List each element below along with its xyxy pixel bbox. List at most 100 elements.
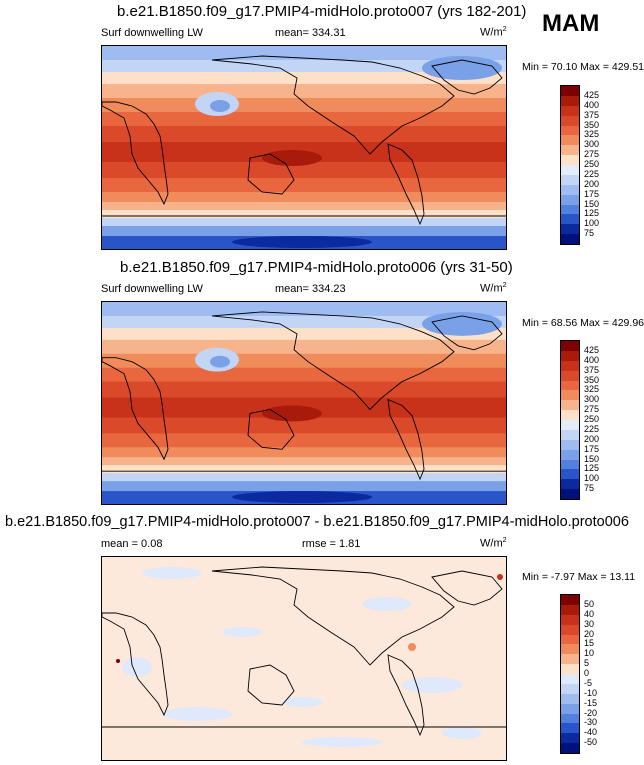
colorbar-swatch: [561, 370, 579, 381]
panel1-units: W/m2: [480, 26, 507, 39]
diff-negative-patch: [442, 727, 482, 739]
coastline: [211, 55, 455, 155]
colorbar-tick-label: -10: [584, 687, 598, 698]
colorbar-tick-label: 350: [584, 119, 600, 130]
panel1-minmax: Min = 70.10 Max = 429.51: [522, 61, 644, 73]
colorbar-tick-label: 350: [584, 374, 600, 385]
colorbar-tick-label: 300: [584, 394, 600, 405]
field-band: [102, 433, 506, 449]
panel3-mean: mean = 0.08: [101, 538, 163, 550]
panel1-map: [101, 45, 507, 250]
colorbar-swatch: [561, 86, 579, 96]
colorbar-tick-label: -30: [584, 717, 598, 728]
colorbar-tick-label: 20: [584, 628, 595, 639]
diff-negative-patch: [362, 597, 412, 611]
coastline: [102, 612, 169, 717]
colorbar-swatch: [561, 165, 579, 175]
field-band: [102, 339, 506, 355]
colorbar-tick-label: 5: [584, 658, 590, 669]
field-band: [102, 302, 506, 317]
field-band: [102, 367, 506, 383]
colorbar-tick-label: 150: [584, 198, 600, 209]
panel3-minmax: Min = -7.97 Max = 13.11: [522, 571, 636, 583]
field-band: [102, 126, 506, 143]
coastline: [247, 408, 295, 450]
colorbar-swatch: [561, 204, 579, 215]
colorbar-swatch: [561, 341, 579, 351]
colorbar-swatch: [561, 400, 579, 411]
field-band: [102, 353, 506, 369]
season-label: MAM: [542, 10, 600, 37]
antarctic-cold: [232, 491, 372, 504]
colorbar-swatch: [561, 595, 579, 605]
diff-background: [102, 557, 506, 760]
colorbar-swatch: [561, 743, 579, 753]
coastline: [431, 315, 503, 351]
antarctic-cold: [232, 236, 372, 248]
field-band: [102, 72, 506, 85]
colorbar-swatch: [561, 115, 579, 126]
colorbar-swatch: [561, 674, 579, 684]
colorbar-swatch: [561, 713, 579, 724]
colorbar-tick-label: -5: [584, 677, 593, 688]
field-band: [102, 46, 506, 61]
field-band: [102, 417, 506, 435]
colorbar-swatch: [561, 145, 579, 156]
field-band: [102, 226, 506, 237]
diff-negative-patch: [282, 697, 322, 707]
colorbar-tick-label: 15: [584, 638, 595, 649]
panel1-colorbar: [560, 85, 580, 245]
colorbar-tick-label: 200: [584, 433, 600, 444]
colorbar-swatch: [561, 125, 579, 136]
colorbar-swatch: [561, 614, 579, 625]
colorbar-tick-label: 0: [584, 668, 590, 678]
field-band: [102, 381, 506, 399]
colorbar-swatch: [561, 380, 579, 391]
field-band: [102, 218, 506, 227]
colorbar-swatch: [561, 155, 579, 165]
colorbar-swatch: [561, 135, 579, 146]
field-band: [102, 465, 506, 475]
coastline: [102, 357, 169, 461]
colorbar-tick-label: 150: [584, 453, 600, 464]
colorbar-tick-label: -20: [584, 707, 598, 718]
field-band: [102, 481, 506, 493]
diff-negative-patch: [162, 707, 232, 721]
panel3-map: [101, 556, 507, 761]
colorbar-swatch: [561, 664, 579, 674]
colorbar-swatch: [561, 469, 579, 480]
arctic-cold-patch: [422, 311, 502, 336]
field-band: [102, 84, 506, 99]
colorbar-swatch: [561, 604, 579, 615]
diff-negative-patch: [122, 657, 152, 677]
panel3-rmse: rmse = 1.81: [302, 538, 361, 550]
plateau-cold-core: [210, 355, 230, 368]
colorbar-tick-label: 30: [584, 618, 595, 629]
panel2-variable: Surf downwelling LW: [101, 283, 203, 295]
coastline: [431, 59, 503, 95]
colorbar-swatch: [561, 624, 579, 635]
colorbar-swatch: [561, 420, 579, 430]
coastline: [211, 566, 455, 666]
colorbar-tick-label: 250: [584, 159, 600, 169]
arctic-cold-patch: [422, 56, 502, 80]
colorbar-swatch: [561, 360, 579, 371]
field-band: [102, 327, 506, 341]
colorbar-tick-label: 275: [584, 404, 600, 415]
colorbar-swatch: [561, 439, 579, 450]
field-band: [102, 447, 506, 459]
panel1-title: b.e21.B1850.f09_g17.PMIP4-midHolo.proto0…: [117, 3, 527, 20]
panel2-colorbar: [560, 340, 580, 500]
colorbar-tick-label: 225: [584, 168, 600, 179]
colorbar-swatch: [561, 174, 579, 185]
colorbar-swatch: [561, 410, 579, 420]
coastline: [247, 153, 295, 195]
colorbar-tick-label: 400: [584, 354, 600, 365]
panel2-map: [101, 301, 507, 505]
colorbar-tick-label: -15: [584, 697, 598, 708]
colorbar-tick-label: 10: [584, 648, 595, 659]
plateau-cold-core: [210, 100, 230, 112]
coastline: [387, 143, 425, 226]
colorbar-tick-label: 275: [584, 149, 600, 160]
colorbar-swatch: [561, 234, 579, 244]
